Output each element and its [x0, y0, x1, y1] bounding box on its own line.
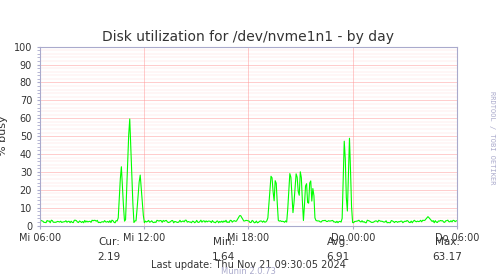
Text: Cur:: Cur:	[98, 237, 120, 247]
Title: Disk utilization for /dev/nvme1n1 - by day: Disk utilization for /dev/nvme1n1 - by d…	[102, 30, 395, 44]
Text: 63.17: 63.17	[432, 252, 462, 262]
Text: Avg:: Avg:	[327, 237, 349, 247]
Text: RRDTOOL / TOBI OETIKER: RRDTOOL / TOBI OETIKER	[489, 91, 495, 184]
Text: 1.64: 1.64	[212, 252, 235, 262]
Text: Last update: Thu Nov 21 09:30:05 2024: Last update: Thu Nov 21 09:30:05 2024	[151, 260, 346, 270]
Text: Munin 2.0.73: Munin 2.0.73	[221, 267, 276, 275]
Y-axis label: % busy: % busy	[0, 116, 8, 156]
Text: Min:: Min:	[213, 237, 235, 247]
Text: 6.91: 6.91	[327, 252, 349, 262]
Text: 2.19: 2.19	[98, 252, 121, 262]
Text: Max:: Max:	[435, 237, 460, 247]
